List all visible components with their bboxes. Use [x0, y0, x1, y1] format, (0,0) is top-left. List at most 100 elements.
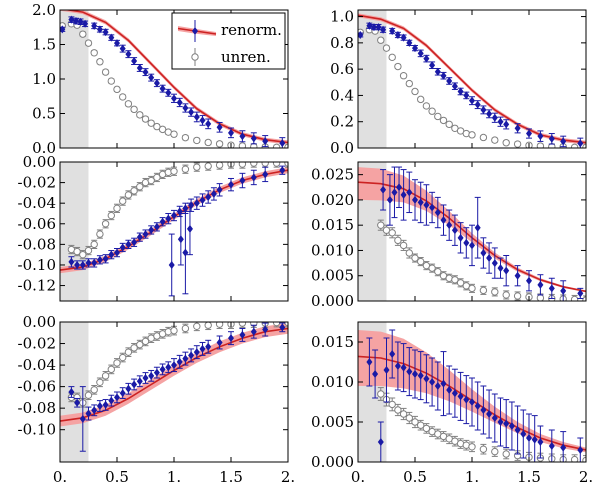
renorm-point	[386, 195, 393, 204]
x-tick-label: 1.	[465, 468, 479, 486]
y-tick-label: 0.0	[330, 139, 354, 157]
unren-point	[96, 230, 104, 238]
renorm-point	[205, 342, 212, 351]
legend-unren-marker	[191, 53, 199, 61]
renorm-point	[480, 248, 487, 257]
renorm-point	[102, 254, 109, 263]
unren-point	[502, 450, 510, 458]
unren-point	[377, 390, 385, 398]
renorm-point	[176, 357, 183, 366]
renorm-point	[434, 67, 441, 76]
unren-point	[193, 163, 201, 171]
renorm-point	[446, 221, 453, 230]
unren-point	[451, 276, 459, 284]
renorm-point	[199, 116, 206, 125]
unren-point	[130, 105, 138, 114]
unren-point	[84, 246, 93, 255]
renorm-point	[205, 193, 212, 202]
renorm-point	[228, 128, 234, 137]
renorm-point	[400, 33, 407, 42]
renorm-point	[377, 438, 384, 446]
renorm-point	[168, 260, 175, 269]
y-tick-label: -0.06	[18, 215, 56, 233]
x-tick-label: 2.	[281, 468, 295, 486]
unren-point	[411, 418, 419, 426]
unren-point	[101, 372, 110, 380]
renorm-point	[159, 217, 166, 226]
unren-point	[479, 286, 488, 295]
unren-point	[434, 112, 442, 121]
renorm-point	[429, 61, 436, 70]
unren-point	[101, 68, 110, 76]
unren-point	[181, 165, 190, 173]
legend-box	[171, 12, 286, 70]
panel-4: 0.000 0.005 0.010 0.015 0.020 0.025	[311, 161, 587, 310]
unren-point	[215, 322, 224, 328]
renorm-point	[142, 230, 149, 239]
renorm-point	[391, 188, 398, 197]
renorm-point	[548, 284, 555, 293]
x-tick-label: 1.	[167, 468, 181, 486]
y-tick-label: 1.5	[32, 36, 56, 54]
renorm-point	[125, 50, 132, 59]
plot-area	[60, 322, 288, 462]
y-tick-label: -0.04	[18, 194, 56, 212]
unren-point	[170, 130, 178, 138]
legend: renorm. unren.	[171, 12, 286, 70]
renorm-point	[440, 379, 447, 388]
renorm-point	[463, 238, 470, 247]
renorm-point	[193, 112, 200, 121]
unren-point	[405, 414, 413, 422]
unren-point	[491, 447, 499, 456]
unren-point	[170, 326, 178, 335]
unren-point	[468, 443, 476, 451]
renorm-point	[486, 410, 493, 418]
renorm-point	[85, 258, 92, 267]
renorm-point	[440, 216, 447, 225]
renorm-point	[491, 414, 498, 422]
unren-point	[428, 107, 436, 115]
y-tick-label: 0.010	[311, 241, 354, 259]
panel-3: 0.00 -0.02 -0.04 -0.06 -0.08 -0.10 -0.12	[18, 153, 289, 302]
renorm-point	[503, 266, 510, 275]
renorm-point	[91, 406, 98, 415]
renorm-point	[216, 185, 223, 194]
unren-point	[417, 421, 425, 429]
renorm-point	[239, 330, 246, 339]
unren-point	[261, 162, 269, 167]
unren-point	[417, 95, 425, 104]
renorm-point	[451, 82, 458, 91]
renorm-point	[108, 33, 115, 42]
renorm-point	[82, 19, 89, 28]
unren-point	[394, 236, 402, 245]
renorm-point	[406, 188, 413, 197]
shaded-region	[60, 162, 89, 301]
unren-point	[513, 292, 522, 300]
renorm-point	[125, 240, 132, 249]
renorm-point	[423, 54, 430, 63]
x-tick-label: 0.	[351, 468, 365, 486]
renorm-point	[380, 25, 387, 34]
renorm-point	[560, 443, 567, 452]
unren-point	[394, 62, 402, 71]
y-tick-label: -0.06	[18, 378, 56, 396]
unren-point	[570, 143, 579, 148]
unren-point	[130, 344, 138, 352]
unren-point	[388, 53, 396, 62]
plot-area	[60, 162, 288, 301]
unren-point	[119, 93, 127, 101]
renorm-point	[108, 250, 115, 259]
y-tick-label: 0.000	[311, 292, 354, 310]
x-tick-label: 0.5	[105, 468, 129, 486]
renorm-point	[577, 446, 584, 454]
y-tick-label: -0.10	[18, 256, 56, 274]
renorm-point	[417, 49, 424, 58]
renorm-point	[250, 327, 257, 336]
y-tick-label: 0.025	[311, 166, 354, 184]
unren-point	[90, 49, 98, 57]
renorm-point	[239, 176, 246, 185]
renorm-point	[429, 203, 436, 212]
unren-point	[181, 324, 190, 333]
unren-point	[422, 102, 431, 110]
plot-area	[358, 162, 586, 301]
